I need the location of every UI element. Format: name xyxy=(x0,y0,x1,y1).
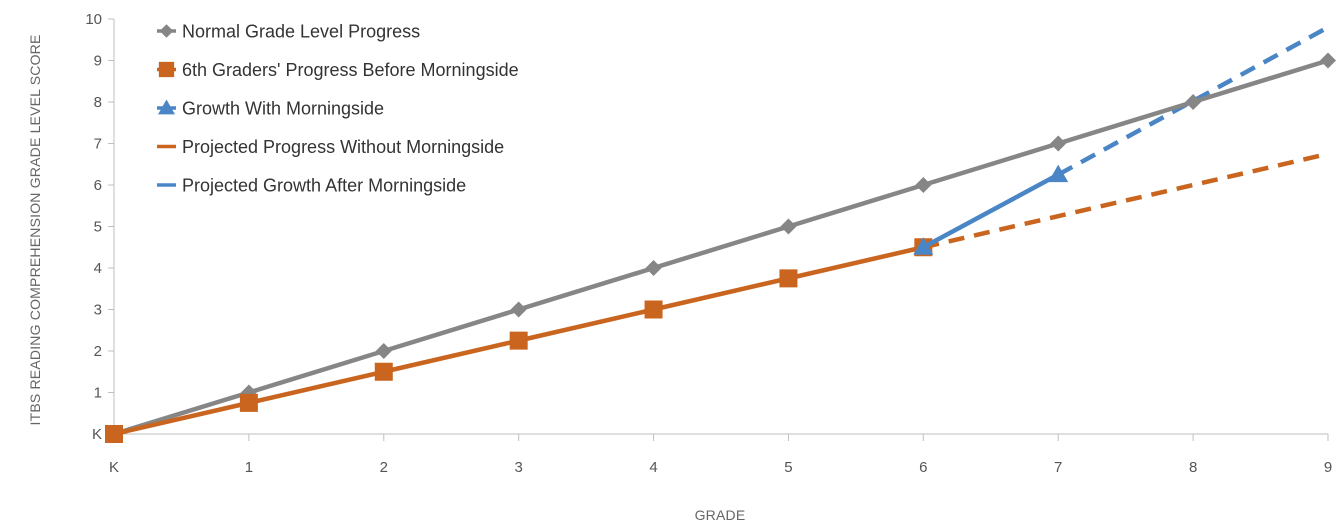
triangle-marker xyxy=(913,237,934,255)
diamond-marker xyxy=(780,218,797,235)
legend-label: Growth With Morningside xyxy=(182,99,384,119)
x-tick-label: 7 xyxy=(1054,459,1062,476)
diamond-marker xyxy=(1320,52,1336,69)
y-tick-label: 7 xyxy=(94,136,102,153)
square-marker xyxy=(105,425,123,443)
x-axis-title: GRADE xyxy=(695,507,746,523)
square-marker xyxy=(779,269,798,288)
x-tick-label: 3 xyxy=(514,459,522,476)
y-tick-label: 8 xyxy=(94,94,102,111)
legend: Normal Grade Level Progress 6th Graders' … xyxy=(157,22,519,196)
y-tick-label: 2 xyxy=(94,343,102,360)
y-tick-label: 10 xyxy=(85,11,102,28)
legend-item: Projected Growth After Morningside xyxy=(157,176,466,196)
legend-label: Projected Growth After Morningside xyxy=(182,176,466,196)
series-line xyxy=(922,151,1329,250)
y-tick-label: 3 xyxy=(94,302,102,319)
x-tick-label: K xyxy=(109,459,119,476)
y-tick-label: 4 xyxy=(94,260,102,277)
legend-item: Projected Progress Without Morningside xyxy=(157,137,504,157)
legend-triangle-icon xyxy=(158,99,175,115)
diamond-marker xyxy=(1185,94,1202,110)
square-marker xyxy=(239,393,258,412)
x-tick-label: 6 xyxy=(919,459,927,476)
x-tick-label: 9 xyxy=(1324,459,1332,476)
legend-item: Normal Grade Level Progress xyxy=(157,22,420,42)
series-3 xyxy=(922,151,1329,250)
y-tick-label: 5 xyxy=(94,219,102,236)
square-marker xyxy=(644,300,663,319)
x-tick-label: 1 xyxy=(245,459,253,476)
series-line xyxy=(922,172,1060,250)
y-tick-label: 9 xyxy=(94,53,102,70)
legend-label: Projected Progress Without Morningside xyxy=(182,137,504,157)
legend-label: 6th Graders' Progress Before Morningside xyxy=(182,60,519,80)
square-marker xyxy=(374,362,393,381)
legend-diamond-icon xyxy=(159,24,174,38)
legend-label: Normal Grade Level Progress xyxy=(182,22,420,42)
diamond-marker xyxy=(645,260,662,276)
series-2 xyxy=(913,164,1069,255)
legend-square-icon xyxy=(158,61,175,78)
diamond-marker xyxy=(375,343,392,359)
series-1 xyxy=(105,238,933,443)
diamond-marker xyxy=(915,177,932,193)
triangle-marker xyxy=(1048,164,1069,183)
series-group xyxy=(105,25,1336,443)
x-tick-label: 2 xyxy=(380,459,388,476)
diamond-marker xyxy=(1050,135,1067,152)
y-tick-label: K xyxy=(92,426,102,443)
axes-group: K 1 2 3 4 5 6 7 8 9 10 K 1 2 3 4 5 6 7 8 9 xyxy=(85,11,1332,476)
y-axis-title: ITBS READING COMPREHENSION GRADE LEVEL S… xyxy=(27,34,43,425)
legend-item: Growth With Morningside xyxy=(157,99,384,119)
square-marker xyxy=(509,331,528,350)
x-tick-label: 8 xyxy=(1189,459,1197,476)
x-tick-label: 5 xyxy=(784,459,792,476)
legend-item: 6th Graders' Progress Before Morningside xyxy=(157,60,519,80)
y-tick-label: 1 xyxy=(94,385,102,402)
y-tick-label: 6 xyxy=(94,177,102,194)
series-line xyxy=(113,58,1329,437)
x-tick-label: 4 xyxy=(649,459,657,476)
diamond-marker xyxy=(510,301,527,318)
